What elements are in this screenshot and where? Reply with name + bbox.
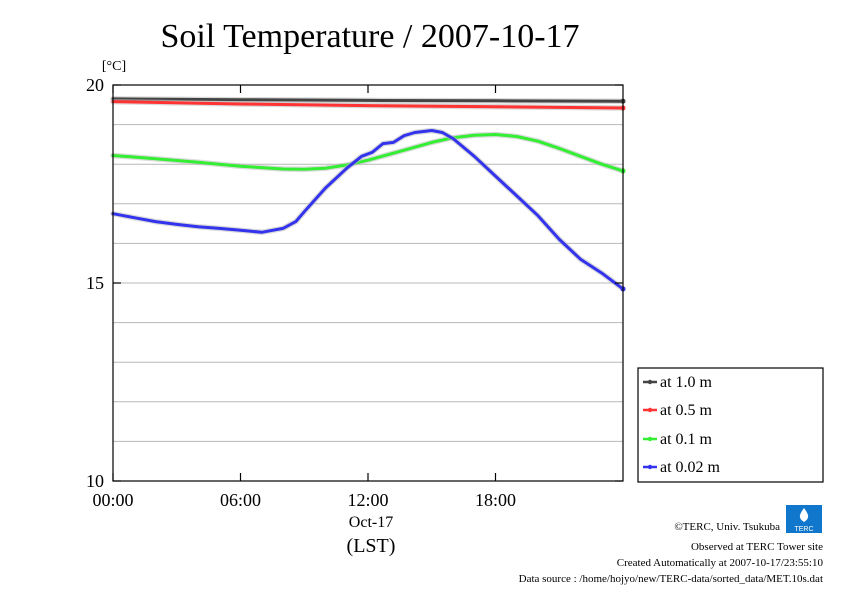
x-tick-label: 06:00: [220, 490, 261, 510]
legend-label: at 0.1 m: [660, 431, 713, 448]
y-tick-label: 10: [86, 471, 104, 491]
legend-box: [637, 367, 824, 483]
grid-lines: [113, 124, 623, 442]
data-source-text: Data source : /home/hojyo/new/TERC-data/…: [519, 573, 823, 585]
legend-label: at 0.5 m: [660, 402, 713, 419]
y-tick-label: 15: [86, 273, 104, 293]
y-axis-unit-label: [°C]: [102, 59, 126, 74]
legend-marker: [647, 436, 653, 442]
legend: at 1.0 m at 0.5 m at 0.1 m at 0.02 m: [637, 367, 824, 483]
series-line-at-1-0-m: [111, 97, 625, 103]
observed-text: Observed at TERC Tower site: [691, 541, 823, 553]
x-axis-date-label: Oct-17: [349, 514, 393, 531]
x-tick-label: 00:00: [92, 490, 133, 510]
series-line-at-0-02-m: [111, 129, 625, 291]
legend-marker: [647, 407, 653, 413]
legend-marker: [647, 464, 653, 470]
y-tick-label: 20: [86, 75, 104, 95]
x-tick-label: 18:00: [475, 490, 516, 510]
series-line-at-0-1-m: [111, 133, 625, 173]
water-drop-icon: [799, 508, 809, 522]
legend-marker: [647, 379, 653, 385]
series-line-at-0-5-m: [111, 100, 625, 110]
x-tick-label: 12:00: [347, 490, 388, 510]
created-text: Created Automatically at 2007-10-17/23:5…: [617, 557, 824, 569]
terc-logo-text: TERC: [794, 526, 813, 533]
terc-logo: TERC: [786, 505, 822, 533]
chart-title: Soil Temperature / 2007-10-17: [160, 18, 579, 55]
legend-label: at 1.0 m: [660, 374, 713, 391]
x-axis-label: (LST): [347, 535, 396, 557]
legend-label: at 0.02 m: [660, 459, 721, 476]
copyright-text: ©TERC, Univ. Tsukuba: [674, 521, 780, 533]
series-lines: [110, 96, 626, 292]
axis-ticks: 10 15 20 00:00 06:00 12:00 18:00: [86, 75, 623, 510]
